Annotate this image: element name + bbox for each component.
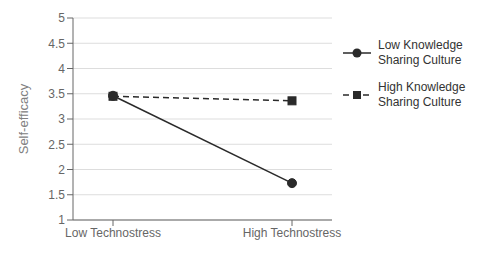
svg-text:5: 5 — [58, 11, 65, 25]
svg-text:4.5: 4.5 — [48, 37, 65, 51]
svg-text:2: 2 — [58, 163, 65, 177]
html-text:High Knowledge: High Knowledge — [378, 80, 466, 94]
svg-text:4: 4 — [58, 62, 65, 76]
svg-text:2.5: 2.5 — [48, 138, 65, 152]
svg-text:1: 1 — [58, 213, 65, 227]
html-text:Sharing Culture: Sharing Culture — [378, 53, 462, 67]
svg-text:Low Technostress: Low Technostress — [65, 226, 161, 240]
svg-text:3.5: 3.5 — [48, 87, 65, 101]
html-text:Low Knowledge: Low Knowledge — [378, 38, 463, 52]
svg-text:High Technostress: High Technostress — [243, 226, 342, 240]
html-text:Sharing Culture: Sharing Culture — [378, 95, 462, 109]
svg-text:1.5: 1.5 — [48, 188, 65, 202]
svg-text:Self-efficacy: Self-efficacy — [16, 83, 31, 154]
svg-text:3: 3 — [58, 112, 65, 126]
